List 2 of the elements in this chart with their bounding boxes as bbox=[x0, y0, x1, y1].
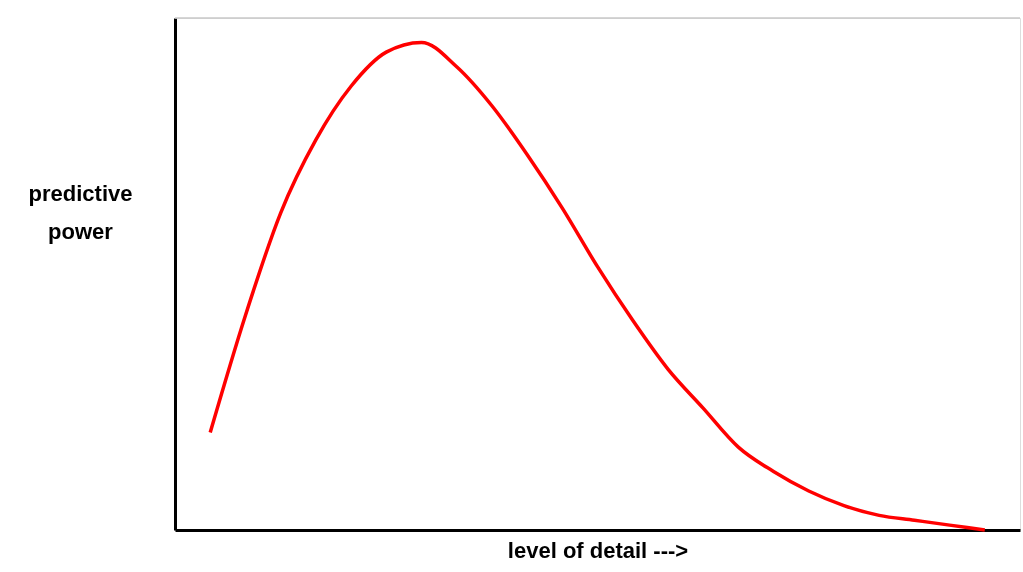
x-axis-title: level of detail ---> bbox=[507, 537, 689, 563]
y-axis-title: predictive power bbox=[28, 180, 133, 244]
